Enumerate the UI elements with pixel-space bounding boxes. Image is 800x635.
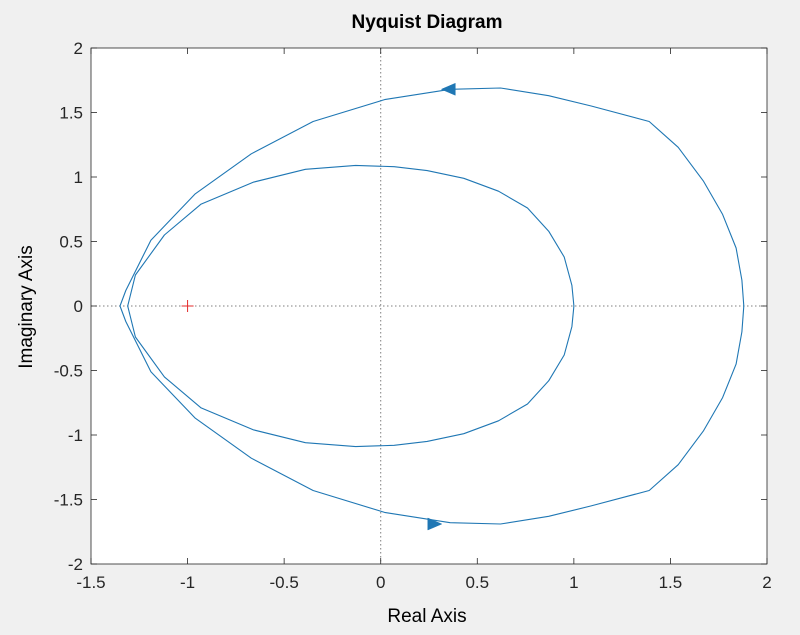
x-tick-label: 0 xyxy=(376,573,385,592)
critical-point-marker xyxy=(181,300,194,312)
x-tick-label: -1 xyxy=(180,573,195,592)
y-tick-label: 0 xyxy=(74,297,83,316)
y-tick-label: 1 xyxy=(74,168,83,187)
nyquist-curves xyxy=(119,87,745,525)
y-tick-label: -2 xyxy=(68,555,83,574)
nyquist-series-1 xyxy=(119,87,745,307)
direction-arrows xyxy=(427,82,456,531)
x-tick-label: 2 xyxy=(762,573,771,592)
nyquist-series-4 xyxy=(127,305,575,448)
critical-point-group xyxy=(181,300,194,312)
y-tick-label: 1.5 xyxy=(59,104,83,123)
nyquist-series-3 xyxy=(127,164,575,307)
x-tick-label: 1.5 xyxy=(659,573,683,592)
reference-lines xyxy=(91,48,767,564)
x-tick-label: -1.5 xyxy=(76,573,105,592)
x-tick-labels: -1.5 -1 -0.5 0 0.5 1 1.5 2 xyxy=(76,573,771,592)
y-tick-labels: -2 -1.5 -1 -0.5 0 0.5 1 1.5 2 xyxy=(54,39,83,574)
axis-ticks xyxy=(90,47,768,565)
x-axis-label: Real Axis xyxy=(387,606,466,627)
y-tick-label: 2 xyxy=(74,39,83,58)
chart-title: Nyquist Diagram xyxy=(352,12,503,33)
y-tick-label: -1.5 xyxy=(54,491,83,510)
y-tick-label: -1 xyxy=(68,426,83,445)
x-tick-label: -0.5 xyxy=(269,573,298,592)
direction-arrow-2 xyxy=(427,517,443,531)
nyquist-series-2 xyxy=(119,305,745,525)
y-tick-label: 0.5 xyxy=(59,233,83,252)
y-tick-label: -0.5 xyxy=(54,362,83,381)
y-axis-label: Imaginary Axis xyxy=(16,245,37,369)
x-tick-label: 1 xyxy=(569,573,578,592)
x-tick-label: 0.5 xyxy=(465,573,489,592)
direction-arrow-1 xyxy=(440,82,456,96)
